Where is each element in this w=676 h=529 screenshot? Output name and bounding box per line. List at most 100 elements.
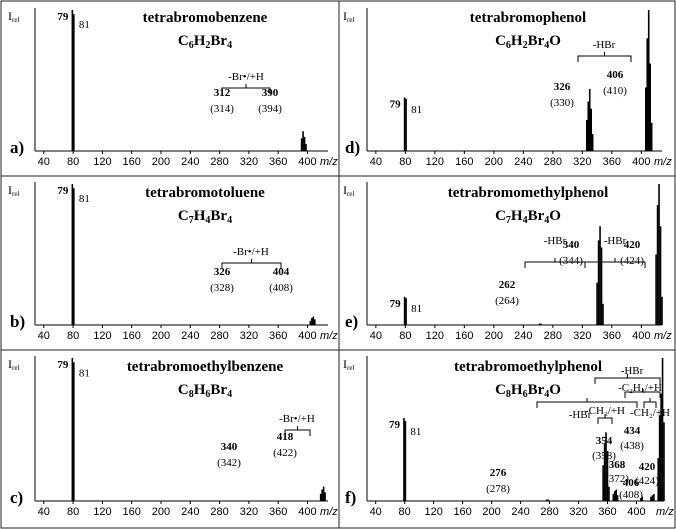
x-tick-label: 120 (424, 506, 442, 518)
ion-mz-label: 404 (273, 266, 290, 278)
x-tick-label: 320 (573, 156, 591, 168)
x-axis-label: m/z (656, 506, 674, 518)
bracket-line (577, 55, 632, 62)
peak-label: 79 (390, 298, 402, 310)
y-axis-label: Irel (8, 183, 19, 198)
ion-isotope-label: (278) (486, 483, 510, 495)
chart-formula: C6H2Br4 (178, 33, 232, 51)
fragment-bracket: -HBr (577, 39, 632, 62)
peak-label: 81 (79, 19, 90, 31)
x-tick-label: 400 (632, 156, 650, 168)
ion-isotope-label: (330) (550, 97, 574, 109)
x-tick-label: 240 (181, 506, 199, 518)
bracket-label: -Br•/+H (228, 71, 264, 83)
fragment-bracket: -CH₂/+H (630, 398, 670, 419)
bracket-label: -C₂H₄/+H (618, 382, 662, 394)
ion-mz-label: 340 (563, 239, 580, 251)
x-tick-label: 80 (67, 330, 79, 342)
chart-title: tetrabromobenzene (143, 10, 268, 26)
x-tick-label: 40 (370, 506, 382, 518)
ion-isotope-label: (424) (635, 475, 659, 487)
y-axis-label: Irel (343, 357, 354, 372)
ion-isotope-label: (314) (210, 103, 234, 115)
x-tick-label: 400 (298, 330, 316, 342)
peak-label: 79 (389, 419, 401, 431)
panel-c: Irel 40 80 120 160 200 240 280 320 360 400 m/z c) 79 8… (8, 356, 338, 518)
x-axis-label: m/z (654, 156, 672, 168)
ion-isotope-label: (408) (269, 282, 293, 294)
panel-a: Irel 40 80 120 160 200 240 280 320 360 400 m/z a) 79 8… (8, 8, 338, 168)
bracket-label: -HBr (621, 365, 644, 377)
x-tick-label: 360 (269, 506, 287, 518)
x-axis-label: m/z (654, 330, 672, 342)
bracket-line (597, 417, 613, 424)
x-tick-label: 40 (370, 330, 382, 342)
x-tick-label: 200 (485, 156, 503, 168)
x-tick-label: 240 (181, 330, 199, 342)
x-tick-label: 120 (93, 156, 111, 168)
bracket-label: -HBr (569, 409, 592, 421)
ion-mz-label: 420 (624, 239, 641, 251)
ion-mz-label: 326 (554, 81, 571, 93)
panel-d: Irel 40 80 120 160 200 240 280 320 360 400 m/z d) 79 8… (343, 8, 672, 168)
ion-isotope-label: (358) (592, 450, 616, 462)
peak-label: 79 (57, 359, 69, 371)
fragment-bracket: -HBr (584, 235, 646, 268)
x-tick-label: 320 (240, 506, 258, 518)
y-axis-label: Irel (8, 357, 19, 372)
fragment-bracket: -Br•/+H (279, 413, 315, 436)
peak-label: 81 (411, 104, 422, 116)
bracket-label: -HBr (544, 235, 567, 247)
x-tick-label: 160 (123, 506, 141, 518)
ion-mz-label: 276 (490, 467, 507, 479)
bracket-label: -HBr (593, 39, 616, 51)
chart-title: tetrabromophenol (470, 10, 586, 26)
ion-isotope-label: (342) (217, 457, 241, 469)
x-tick-label: 200 (152, 330, 170, 342)
x-tick-label: 200 (482, 506, 500, 518)
chart-title: tetrabromoethylbenzene (127, 359, 284, 375)
x-tick-label: 400 (298, 506, 316, 518)
ion-isotope-label: (328) (210, 282, 234, 294)
x-axis-label: m/z (320, 156, 338, 168)
ion-isotope-label: (408) (619, 489, 643, 501)
x-tick-label: 160 (455, 156, 473, 168)
panel-label: a) (10, 138, 24, 157)
panel-label: d) (345, 138, 360, 157)
bracket-label: -HBr (604, 235, 627, 247)
peak-label: 81 (411, 303, 422, 315)
ion-isotope-label: (264) (495, 295, 519, 307)
fragment-bracket: -HBr (594, 365, 661, 384)
ion-mz-label: 340 (221, 441, 238, 453)
x-tick-label: 200 (152, 156, 170, 168)
peak-label: 81 (410, 426, 421, 438)
x-tick-label: 320 (240, 330, 258, 342)
chart-title: tetrabromoethylphenol (454, 359, 602, 375)
x-tick-label: 80 (399, 156, 411, 168)
x-axis-label: m/z (320, 506, 338, 518)
x-tick-label: 400 (632, 330, 650, 342)
ion-isotope-label: (410) (603, 85, 627, 97)
panel-label: e) (345, 312, 358, 331)
ion-isotope-label: (344) (559, 255, 583, 267)
fragment-bracket: -Br•/+H (221, 246, 282, 269)
x-axis-label: m/z (320, 330, 338, 342)
y-axis-label: Irel (8, 9, 19, 24)
chart-formula: C7H4Br4O (495, 208, 561, 226)
x-tick-label: 120 (426, 330, 444, 342)
ion-isotope-label: (422) (273, 447, 297, 459)
ion-mz-label: 368 (609, 459, 626, 471)
chart-formula: C6H2Br4O (495, 33, 561, 51)
x-tick-label: 240 (514, 330, 532, 342)
x-tick-label: 80 (399, 506, 411, 518)
x-tick-label: 320 (240, 156, 258, 168)
bracket-label: -CH₂/+H (585, 405, 625, 417)
x-tick-label: 160 (123, 330, 141, 342)
chart-formula: C8H6Br4O (495, 382, 561, 400)
x-tick-label: 280 (210, 506, 228, 518)
ion-mz-label: 354 (596, 435, 613, 447)
panel-label: f) (345, 488, 356, 507)
x-tick-label: 40 (38, 156, 50, 168)
